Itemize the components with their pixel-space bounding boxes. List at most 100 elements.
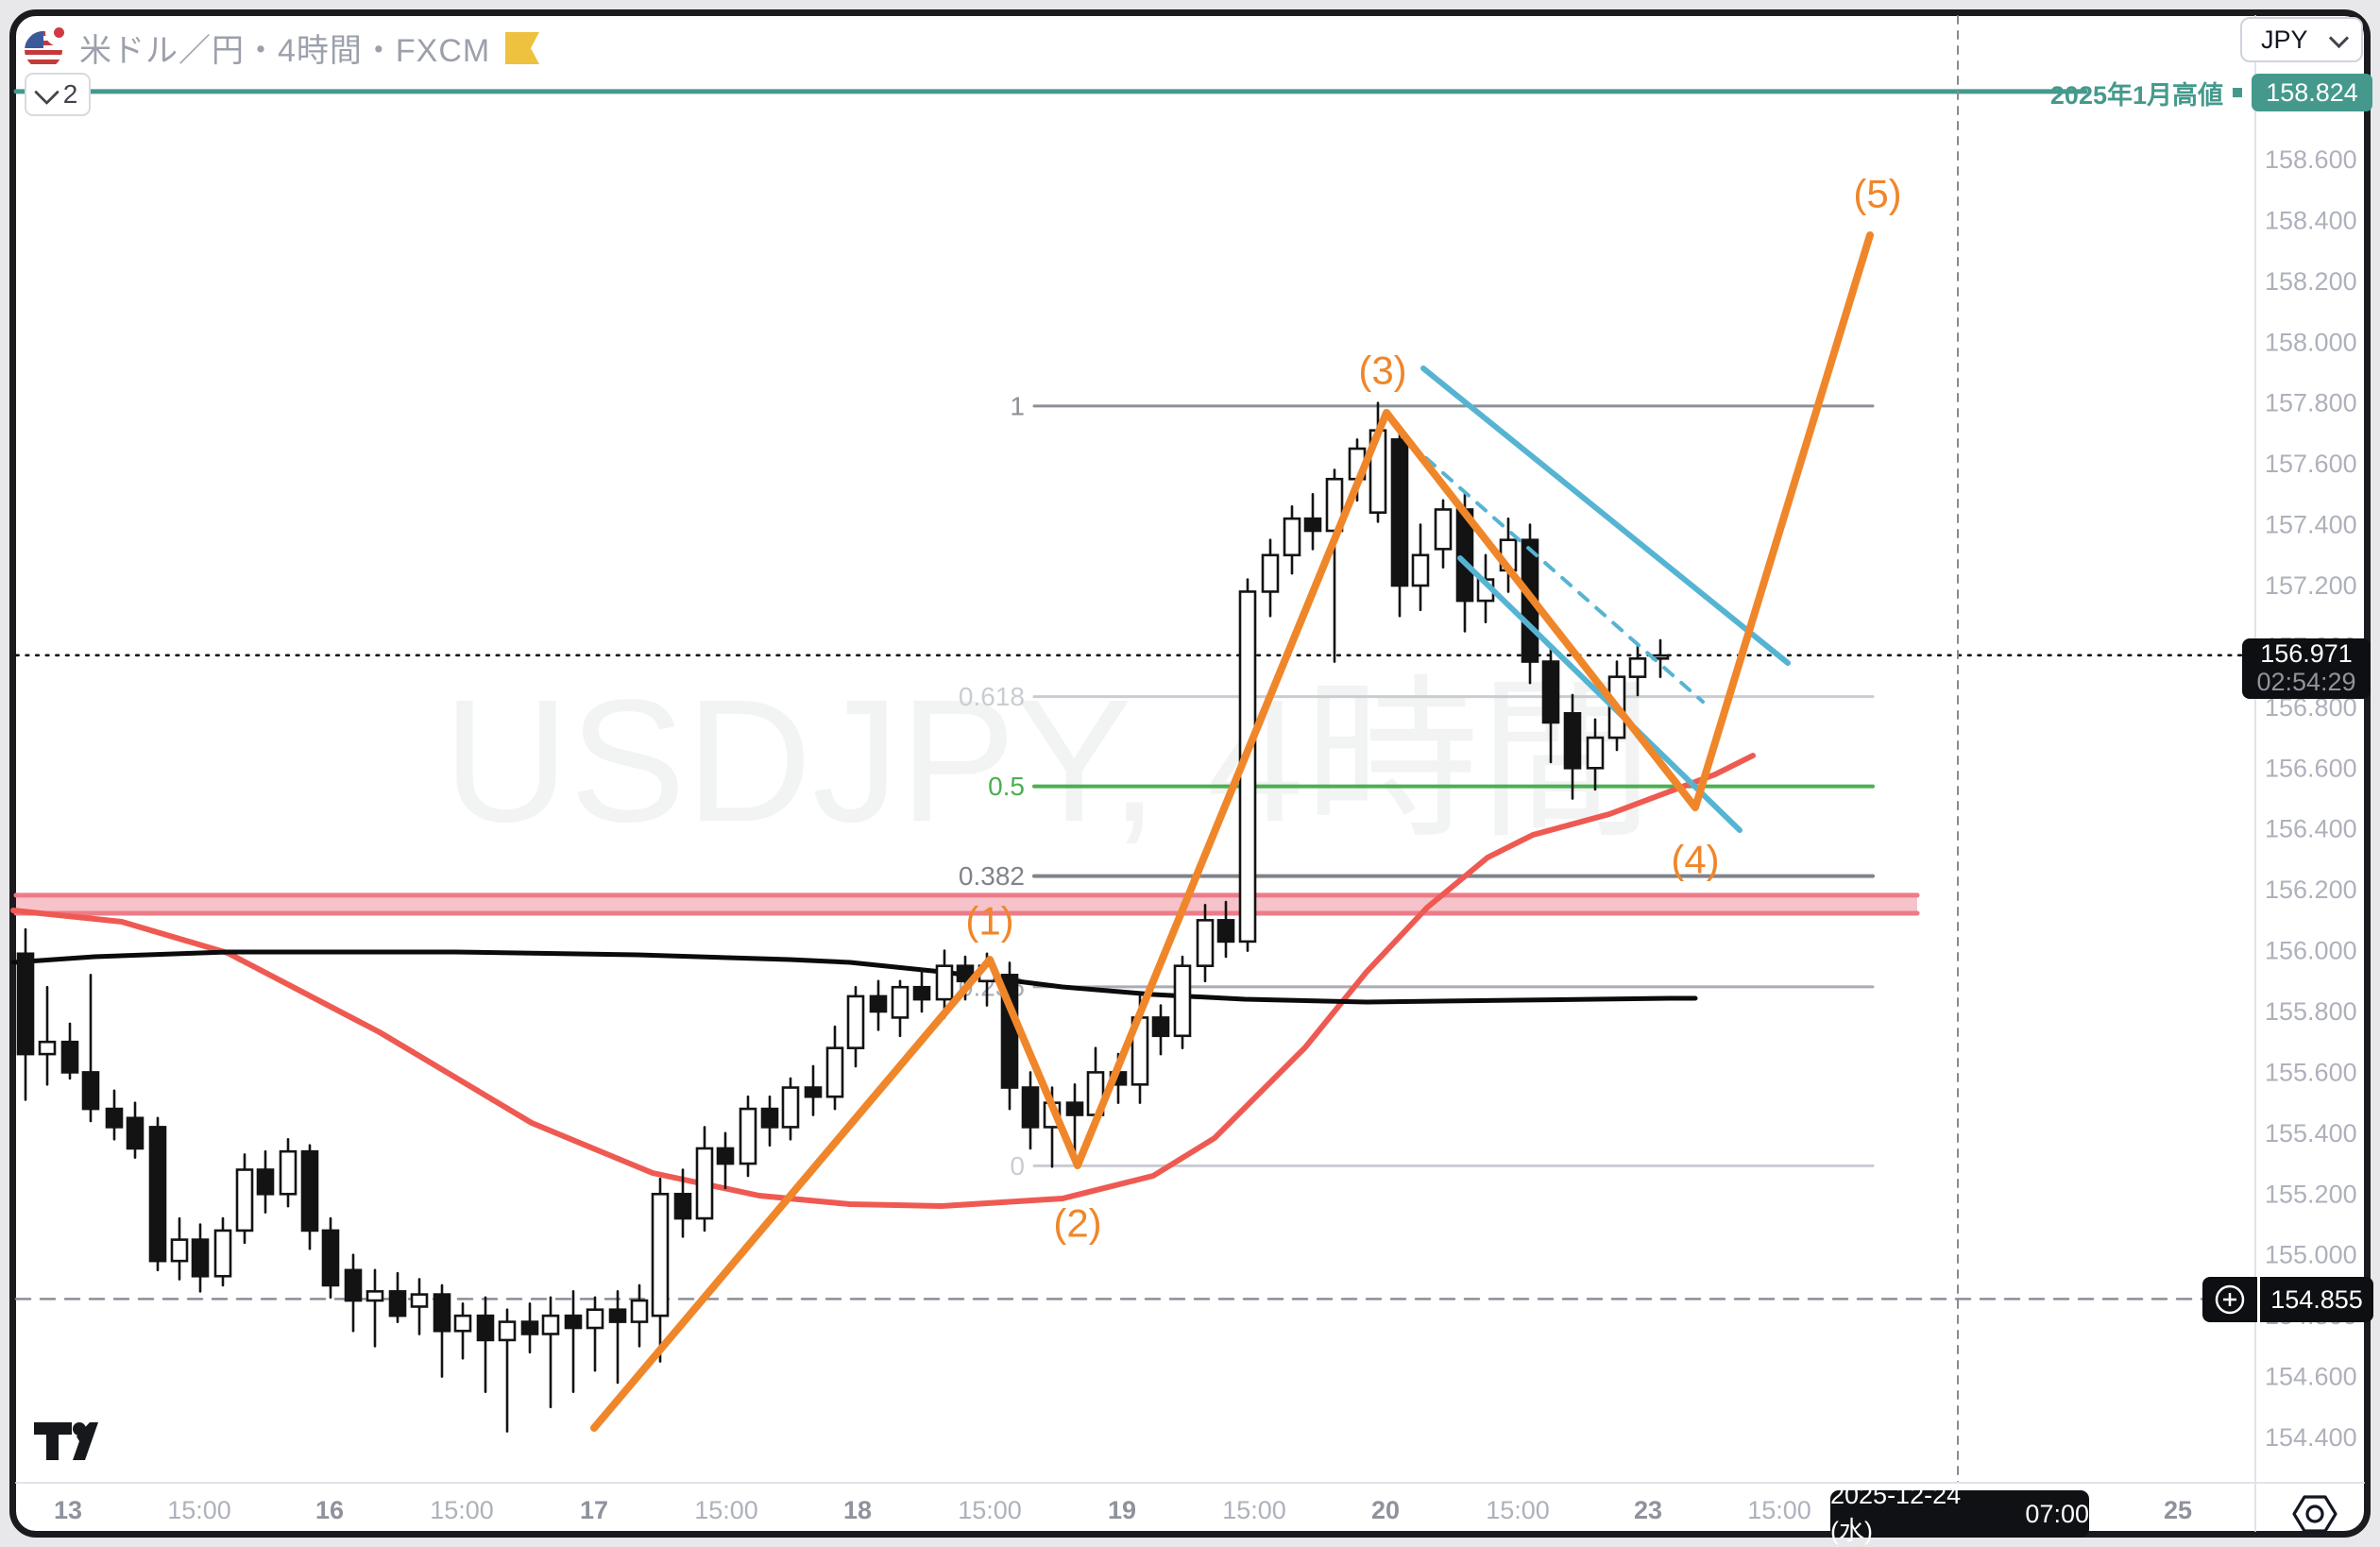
price-alert-badge[interactable]: 154.855 <box>2202 1277 2373 1322</box>
candle-up <box>846 994 865 1049</box>
wave-label-(2): (2) <box>1053 1201 1101 1246</box>
candle-down <box>191 1238 210 1278</box>
resistance-zone[interactable] <box>16 894 1917 913</box>
candle-down <box>1021 1086 1040 1129</box>
time-tick-19: 19 <box>1108 1496 1136 1524</box>
candle-up <box>586 1308 604 1330</box>
fib-level-label-0.5: 0.5 <box>988 772 1025 801</box>
candle-down <box>60 1040 79 1074</box>
time-tick-17: 17 <box>580 1496 608 1524</box>
last-price-value: 156.971 <box>2260 639 2353 669</box>
fib-level-label-0.382: 0.382 <box>959 861 1025 891</box>
candle-down <box>388 1290 407 1318</box>
candle-down <box>1216 919 1235 944</box>
price-tick-158.400: 158.400 <box>2265 206 2357 234</box>
currency-unit-dropdown[interactable]: JPY <box>2240 17 2363 62</box>
candle-down <box>1390 438 1409 587</box>
usdjpy-flag-icon <box>25 21 70 69</box>
price-tick-157.200: 157.200 <box>2265 571 2357 600</box>
channel-line[interactable] <box>1457 555 1742 833</box>
candle-down <box>105 1107 124 1129</box>
candle-up <box>825 1046 844 1098</box>
price-tick-155.400: 155.400 <box>2265 1119 2357 1148</box>
candle-up <box>1628 657 1647 678</box>
candle-down <box>716 1147 735 1165</box>
wave-label-(3): (3) <box>1358 348 1406 393</box>
time-tick-23: 23 <box>1634 1496 1662 1524</box>
time-tick-15:00: 15:00 <box>1222 1496 1286 1524</box>
bar-countdown: 02:54:29 <box>2256 668 2356 696</box>
candle-up <box>1586 736 1605 770</box>
time-tick-20: 20 <box>1371 1496 1400 1524</box>
price-tick-158.600: 158.600 <box>2265 145 2357 174</box>
candle-up <box>651 1192 670 1318</box>
candle-up <box>695 1147 714 1220</box>
price-axis[interactable] <box>2255 16 2364 1483</box>
candle-down <box>1303 517 1322 533</box>
time-tick-15:00: 15:00 <box>958 1496 1022 1524</box>
candle-down <box>608 1308 627 1323</box>
channel-mid-dashed-line[interactable] <box>1424 456 1705 704</box>
price-tick-158.000: 158.000 <box>2265 328 2357 356</box>
channel-line[interactable] <box>1420 366 1791 666</box>
candle-down <box>344 1268 363 1302</box>
candle-down <box>1151 1016 1170 1038</box>
price-tick-157.600: 157.600 <box>2265 450 2357 478</box>
object-tree-collapse-button[interactable]: 2 <box>25 73 91 116</box>
candle-down <box>300 1149 319 1232</box>
candle-up <box>1261 553 1280 593</box>
wave-label-(5): (5) <box>1853 172 1901 216</box>
price-tick-155.200: 155.200 <box>2265 1180 2357 1208</box>
candle-down <box>520 1320 539 1335</box>
price-tick-156.400: 156.400 <box>2265 815 2357 843</box>
candle-down <box>81 1071 100 1111</box>
square-marker-icon <box>2233 88 2242 97</box>
candle-up <box>170 1238 189 1263</box>
high-line-text: 2025年1月高値 <box>2049 80 2223 110</box>
candle-down <box>321 1229 340 1287</box>
price-tick-155.000: 155.000 <box>2265 1241 2357 1269</box>
symbol-title[interactable]: 米ドル／円・4時間・FXCM <box>79 33 491 69</box>
time-tick-25: 25 <box>2164 1496 2192 1524</box>
plus-circle-icon[interactable] <box>2202 1277 2257 1322</box>
candle-down <box>126 1116 144 1150</box>
crosshair-date-badge: 2025-12-24 (水) 07:00 <box>1830 1481 2089 1545</box>
fib-level-label-1: 1 <box>1010 391 1025 420</box>
price-tick-156.200: 156.200 <box>2265 876 2357 904</box>
jan-2025-high-line-label[interactable]: 2025年1月高値 158.824 <box>2050 74 2372 111</box>
candle-up <box>1283 517 1301 557</box>
candle-down <box>1541 660 1560 724</box>
candle-up <box>498 1320 517 1342</box>
price-scale-settings-gear-icon[interactable] <box>2289 1488 2340 1539</box>
chart-card-border <box>9 9 2371 1538</box>
candle-down <box>564 1314 583 1330</box>
candle-down <box>804 1086 823 1098</box>
candle-down <box>256 1168 275 1196</box>
currency-label: JPY <box>2261 25 2308 54</box>
candle-down <box>956 964 975 983</box>
tradingview-logo[interactable] <box>32 1420 98 1462</box>
time-tick-16: 16 <box>315 1496 344 1524</box>
flag-bookmark-icon[interactable] <box>503 31 541 65</box>
candle-up <box>453 1314 472 1333</box>
candle-down <box>1563 711 1582 770</box>
wave-label-(1): (1) <box>965 899 1013 944</box>
candle-down <box>673 1192 692 1220</box>
candle-down <box>1065 1101 1084 1116</box>
candle-down <box>869 994 888 1013</box>
high-line-price-badge: 158.824 <box>2252 74 2372 111</box>
wave-label-(4): (4) <box>1671 838 1719 882</box>
candle-up <box>1434 508 1453 551</box>
candle-up <box>235 1168 254 1232</box>
time-tick-15:00: 15:00 <box>1486 1496 1550 1524</box>
candle-down <box>912 985 931 1001</box>
price-tick-155.800: 155.800 <box>2265 997 2357 1026</box>
crosshair-time: 07:00 <box>2025 1499 2089 1528</box>
fib-level-label-0: 0 <box>1010 1151 1025 1181</box>
candle-up <box>279 1149 298 1196</box>
candle-up <box>891 985 910 1019</box>
elliott-wave-line[interactable] <box>590 231 1874 1432</box>
chart-legend[interactable]: 米ドル／円・4時間・FXCM <box>25 21 541 71</box>
price-tick-155.600: 155.600 <box>2265 1058 2357 1086</box>
